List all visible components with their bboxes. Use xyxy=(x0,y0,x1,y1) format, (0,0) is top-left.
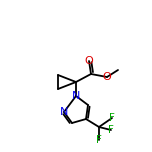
Text: F: F xyxy=(109,113,115,123)
Text: N: N xyxy=(60,107,68,117)
Text: F: F xyxy=(96,135,102,145)
Text: F: F xyxy=(108,125,114,135)
Text: O: O xyxy=(85,56,93,66)
Text: N: N xyxy=(72,91,80,101)
Text: O: O xyxy=(103,72,111,82)
